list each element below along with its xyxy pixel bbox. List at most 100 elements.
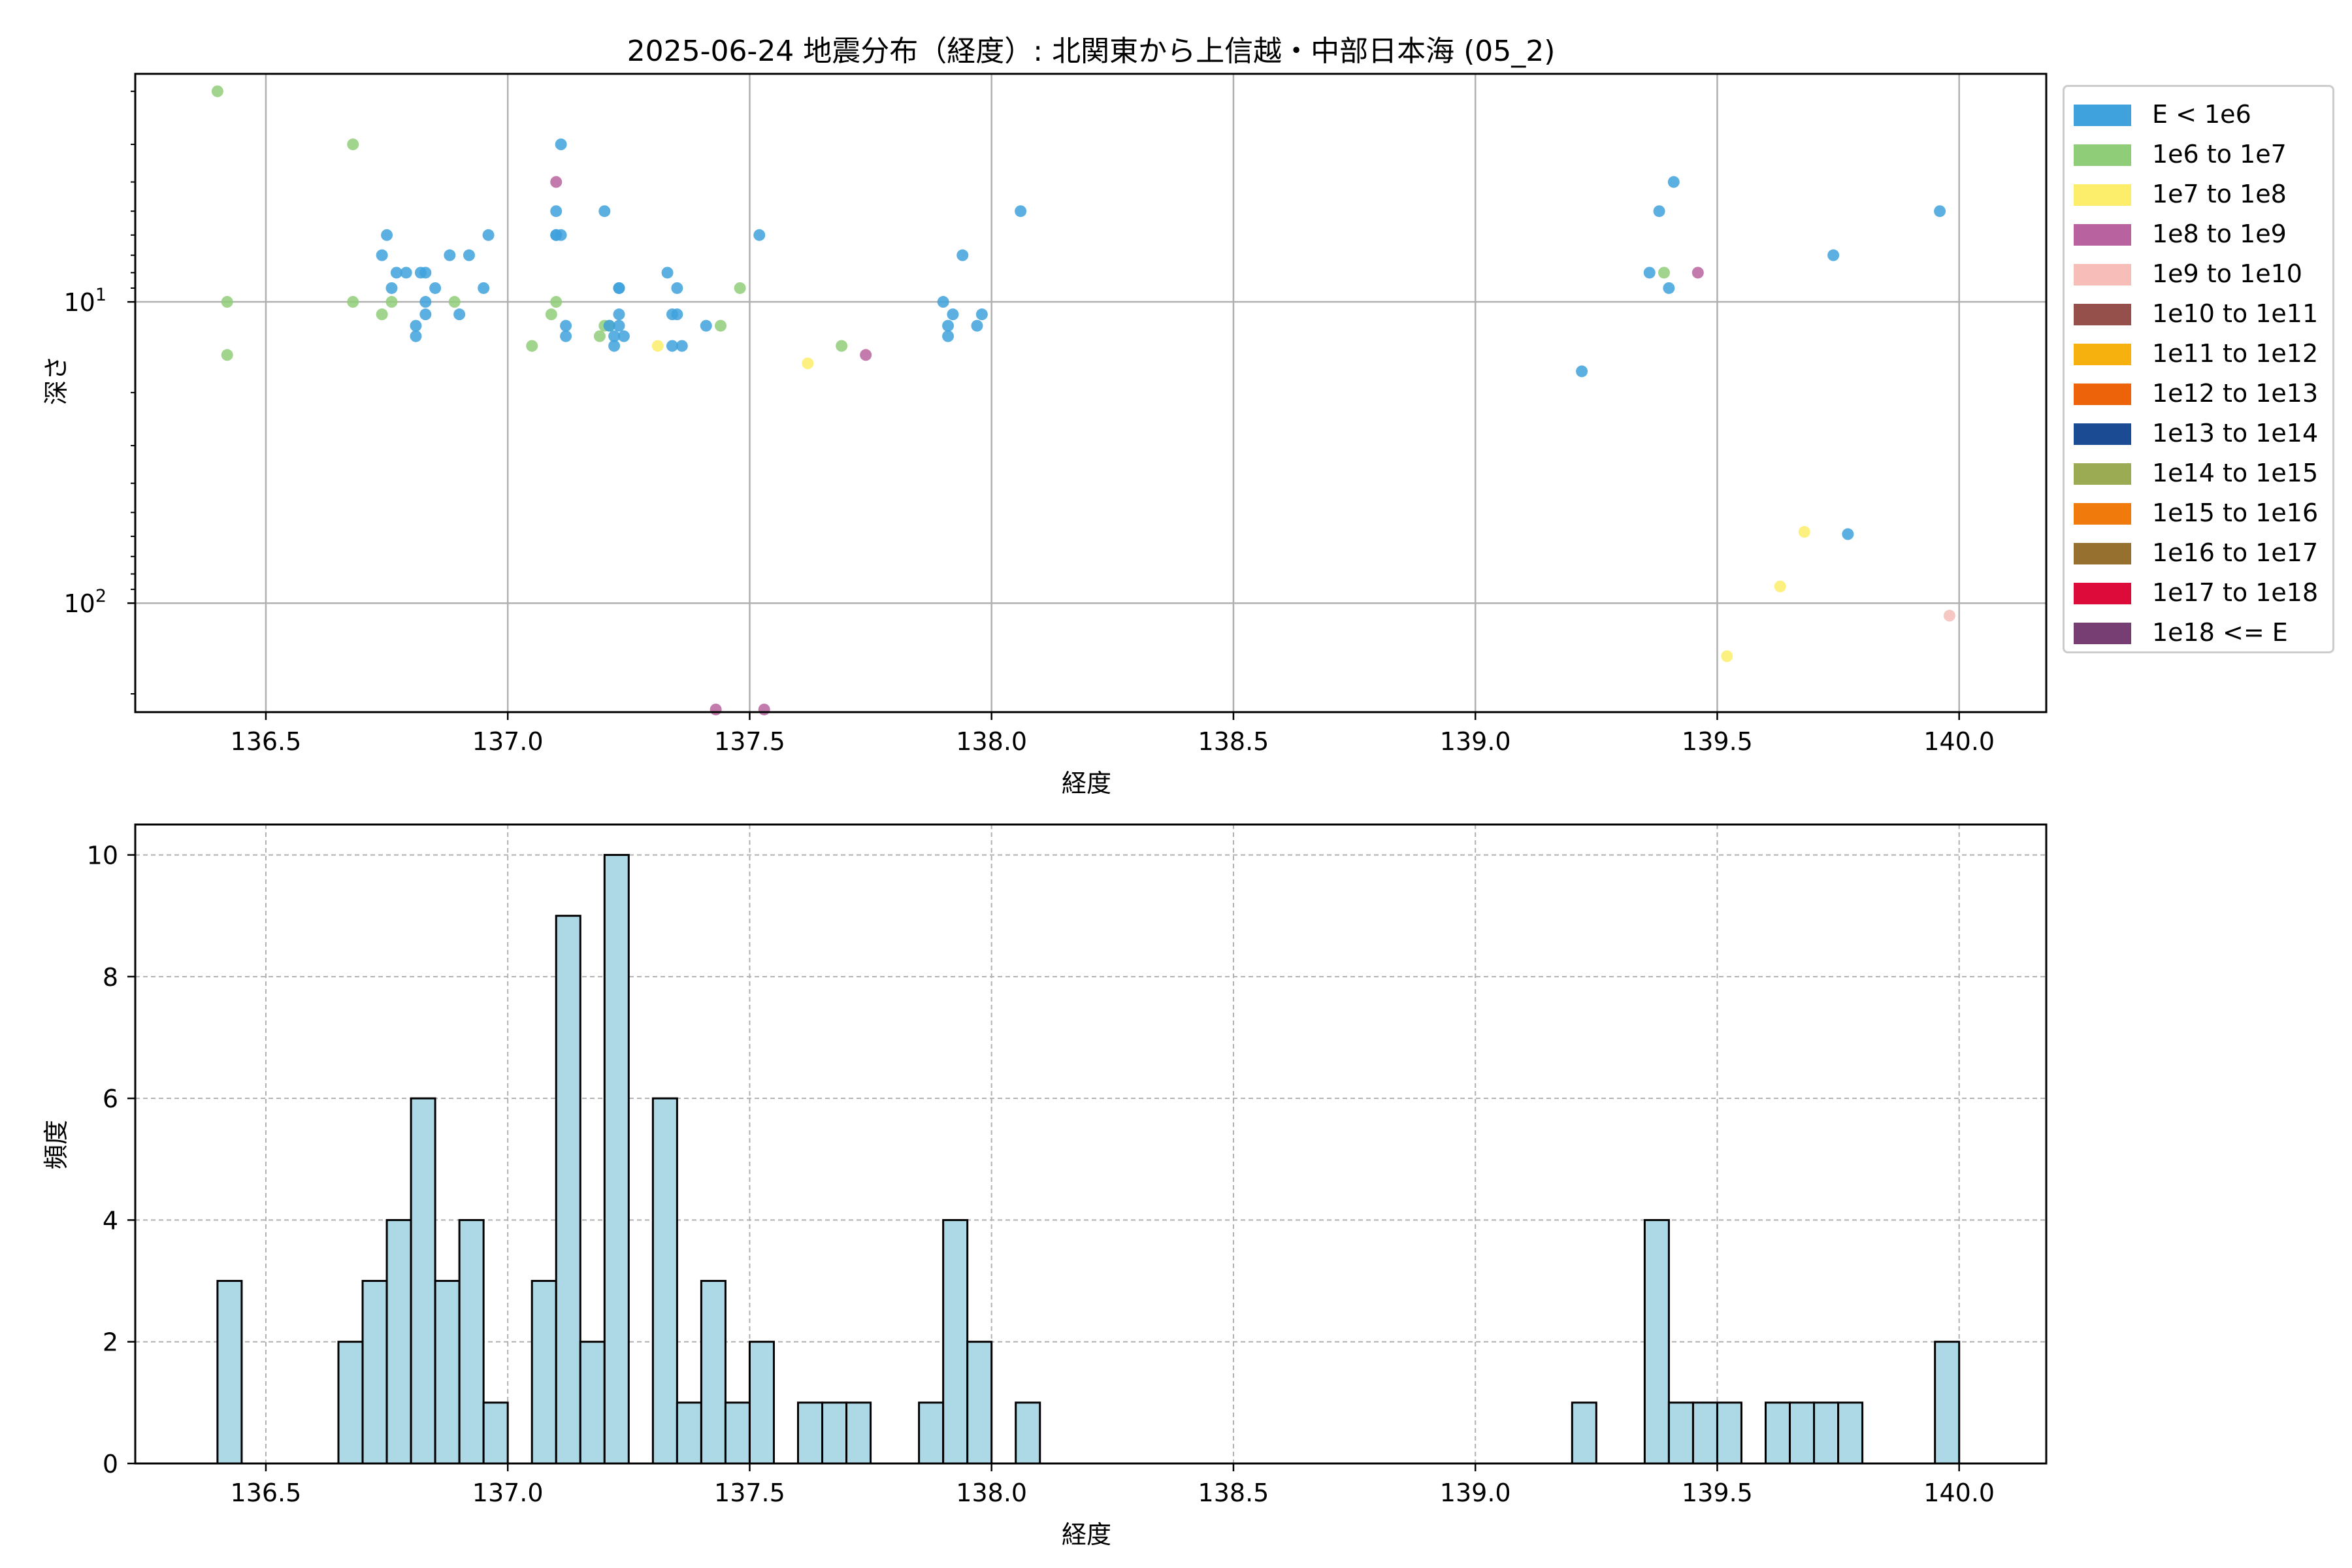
scatter-point	[715, 319, 727, 332]
legend-swatch	[2074, 304, 2131, 325]
legend-item: 1e12 to 1e13	[2065, 375, 2332, 414]
legend-label: 1e17 to 1e18	[2152, 578, 2319, 607]
scatter-point	[1721, 650, 1733, 662]
scatter-point	[671, 308, 683, 321]
scatter-point	[753, 229, 766, 241]
legend-label: 1e6 to 1e7	[2152, 140, 2287, 169]
legend-label: E < 1e6	[2152, 100, 2251, 129]
scatter-point	[1643, 267, 1656, 279]
scatter-xtick-label: 137.5	[714, 727, 785, 756]
histogram-bar	[724, 1401, 751, 1465]
scatter-point	[1667, 176, 1680, 188]
scatter-point	[758, 703, 770, 715]
scatter-point	[613, 319, 625, 332]
legend-item: E < 1e6	[2065, 96, 2332, 135]
legend-item: 1e6 to 1e7	[2065, 136, 2332, 175]
histogram-bar	[1571, 1401, 1597, 1465]
scatter-point	[463, 249, 475, 261]
legend-swatch	[2074, 503, 2131, 525]
scatter-point	[410, 319, 422, 332]
legend-item: 1e17 to 1e18	[2065, 574, 2332, 613]
histogram-ytick-label: 0	[103, 1450, 118, 1478]
scatter-ticks: 136.5 137.0 137.5 138.0 138.5 139.0 139.5 140.0…	[63, 90, 1995, 756]
scatter-xtick-label: 138.0	[956, 727, 1027, 756]
legend-swatch	[2074, 463, 2131, 485]
scatter-point	[651, 340, 664, 352]
scatter-point	[453, 308, 466, 321]
histogram-bar	[1667, 1401, 1694, 1465]
scatter-point	[478, 282, 490, 294]
histogram-ytick-label: 4	[103, 1206, 118, 1235]
scatter-point	[710, 703, 722, 715]
scatter-point	[836, 340, 848, 352]
legend-swatch	[2074, 623, 2131, 644]
legend-label: 1e14 to 1e15	[2152, 459, 2319, 487]
histogram-bar	[1813, 1401, 1840, 1465]
scatter-point	[555, 229, 567, 241]
scatter-point	[1842, 528, 1854, 540]
legend-swatch	[2074, 583, 2131, 604]
histogram-bar	[966, 1341, 993, 1465]
histogram-bar	[361, 1280, 388, 1465]
histogram-bar	[555, 915, 581, 1465]
legend-item: 1e16 to 1e17	[2065, 534, 2332, 574]
scatter-point	[385, 296, 398, 308]
scatter-point	[221, 296, 233, 308]
legend-item: 1e15 to 1e16	[2065, 495, 2332, 534]
scatter-point	[1691, 267, 1704, 279]
scatter-point	[419, 296, 432, 308]
scatter-point	[390, 267, 402, 279]
scatter-xtick-label: 139.0	[1440, 727, 1511, 756]
histogram-bar	[821, 1401, 848, 1465]
histogram-bar	[458, 1218, 485, 1465]
legend-swatch	[2074, 105, 2131, 126]
legend-label: 1e12 to 1e13	[2152, 379, 2319, 408]
histogram-bar	[918, 1401, 945, 1465]
histogram-bars	[216, 854, 1961, 1465]
scatter-point	[550, 296, 563, 308]
scatter-point	[482, 229, 495, 241]
legend-label: 1e9 to 1e10	[2152, 259, 2302, 288]
histogram-bar	[410, 1097, 436, 1465]
scatter-point	[1943, 610, 1955, 622]
scatter-point	[448, 296, 461, 308]
legend-label: 1e18 <= E	[2152, 618, 2288, 647]
scatter-point	[221, 349, 233, 361]
scatter-point	[1827, 249, 1840, 261]
histogram-x-axis-label: 経度	[1062, 1520, 1112, 1549]
histogram-bar	[700, 1280, 727, 1465]
histogram-bar	[1716, 1401, 1742, 1465]
scatter-y-axis-label: 深さ	[42, 355, 71, 405]
scatter-point	[613, 282, 625, 294]
legend-item: 1e14 to 1e15	[2065, 455, 2332, 494]
histogram-xtick-label: 139.0	[1440, 1478, 1511, 1507]
histogram-bar	[942, 1218, 969, 1465]
histogram-bar	[676, 1401, 702, 1465]
histogram-xtick-label: 139.5	[1682, 1478, 1753, 1507]
histogram-bar	[1934, 1341, 1961, 1465]
legend-item: 1e10 to 1e11	[2065, 295, 2332, 335]
scatter-point	[956, 249, 969, 261]
histogram-bar	[531, 1280, 557, 1465]
legend-label: 1e8 to 1e9	[2152, 220, 2287, 248]
scatter-point	[598, 205, 611, 218]
scatter-point	[942, 330, 955, 342]
scatter-point	[617, 330, 630, 342]
histogram-bar	[1837, 1401, 1864, 1465]
legend-item: 1e7 to 1e8	[2065, 176, 2332, 215]
histogram-bar	[845, 1401, 872, 1465]
scatter-x-axis-label: 経度	[1062, 769, 1112, 798]
scatter-point	[429, 282, 442, 294]
scatter-point	[1576, 365, 1588, 378]
scatter-ytick-label: 101	[63, 285, 106, 317]
legend-swatch	[2074, 384, 2131, 405]
histogram-bar	[651, 1097, 678, 1465]
histogram-bar	[796, 1401, 824, 1465]
legend-item: 1e8 to 1e9	[2065, 216, 2332, 255]
scatter-point	[671, 282, 683, 294]
scatter-point	[661, 267, 674, 279]
scatter-point	[608, 340, 621, 352]
scatter-point	[700, 319, 712, 332]
scatter-point	[560, 330, 572, 342]
